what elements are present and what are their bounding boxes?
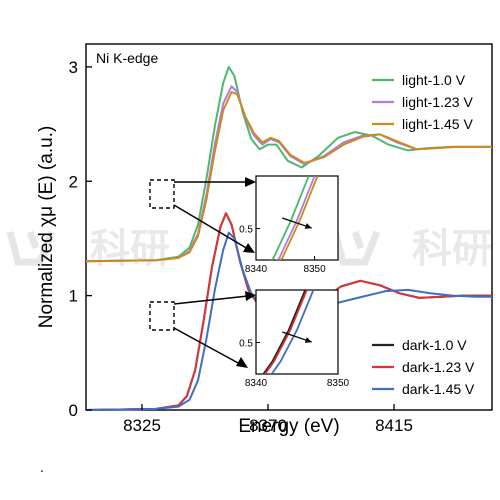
inset-lines — [262, 290, 315, 374]
legend-label: dark-1.0 V — [402, 337, 467, 353]
axes: 8325 8370 8415 0 1 2 3 — [69, 58, 413, 435]
legend-label: dark-1.45 V — [402, 381, 475, 397]
zoom-box-lower — [149, 301, 175, 331]
watermark-text-right: 科研 — [412, 226, 492, 272]
inset-upper: 8340 8350 0.5 — [239, 175, 339, 275]
inset-lines — [270, 176, 319, 260]
legend-label: dark-1.23 V — [402, 359, 475, 375]
zoom-arrow-lower-1 — [173, 295, 249, 305]
inset-lower: 8340 8350 0.5 — [239, 289, 350, 389]
inset-y-tick-label: 0.5 — [239, 225, 253, 236]
watermark-text-left: 科研 — [90, 226, 170, 272]
legend-light: light-1.0 V light-1.23 V light-1.45 V — [372, 72, 473, 132]
inset-y-tick-label: 0.5 — [239, 339, 253, 350]
zoom-box-upper — [149, 179, 175, 209]
legend-label: light-1.23 V — [402, 94, 473, 110]
watermark-logo-right — [331, 230, 381, 266]
series-line-light-1-0-v — [85, 65, 492, 263]
edge-annotation: Ni K-edge — [96, 50, 158, 66]
inset-series-line-light-1-23-v — [276, 176, 316, 260]
inset-series-line-light-1-45-v — [279, 176, 319, 260]
y-tick-label: 1 — [69, 287, 78, 306]
arrow-head — [243, 243, 255, 253]
footer-mark: . — [40, 459, 44, 475]
inset-series-line-dark-1-45-v — [270, 290, 315, 374]
x-axis-label: Energy (eV) — [238, 416, 339, 437]
inset-series-line-dark-1-0-v — [262, 290, 307, 374]
legend-dark: dark-1.0 V dark-1.23 V dark-1.45 V — [372, 337, 475, 397]
y-tick-label: 3 — [69, 58, 78, 77]
inset-series-line-light-1-0-v — [270, 176, 310, 260]
inset-x-tick-label: 8340 — [245, 264, 268, 275]
zoom-arrow-upper-2 — [173, 204, 249, 250]
inset-series-line-dark-1-23-v — [263, 290, 308, 374]
y-axis-label: Normalized χμ (E) (a.u.) — [36, 126, 57, 329]
inset-x-tick-label: 8350 — [303, 264, 326, 275]
watermark: 科研 科研 — [6, 226, 492, 272]
watermark-logo-left — [6, 230, 56, 266]
arrow-head — [245, 291, 256, 301]
zoom-arrow-lower-2 — [173, 327, 241, 365]
arrow-head — [245, 177, 256, 187]
y-tick-label: 0 — [69, 401, 78, 420]
y-tick-label: 2 — [69, 172, 78, 191]
x-tick-label: 8325 — [123, 416, 161, 435]
legend-label: light-1.0 V — [402, 72, 466, 88]
series-line-light-1-45-v — [85, 91, 492, 263]
inset-x-tick-label: 8340 — [245, 378, 268, 389]
inset-x-tick-label: 8350 — [327, 378, 350, 389]
legend-label: light-1.45 V — [402, 116, 473, 132]
inset-lower-frame — [255, 289, 339, 375]
inset-trend-arrow-head — [304, 223, 312, 229]
inset-trend-arrow-head — [304, 337, 312, 343]
arrow-head — [236, 357, 248, 368]
zoom-indicators — [149, 177, 256, 368]
plot-frame — [85, 43, 493, 411]
x-tick-label: 8370 — [249, 416, 287, 435]
x-tick-label: 8415 — [375, 416, 413, 435]
